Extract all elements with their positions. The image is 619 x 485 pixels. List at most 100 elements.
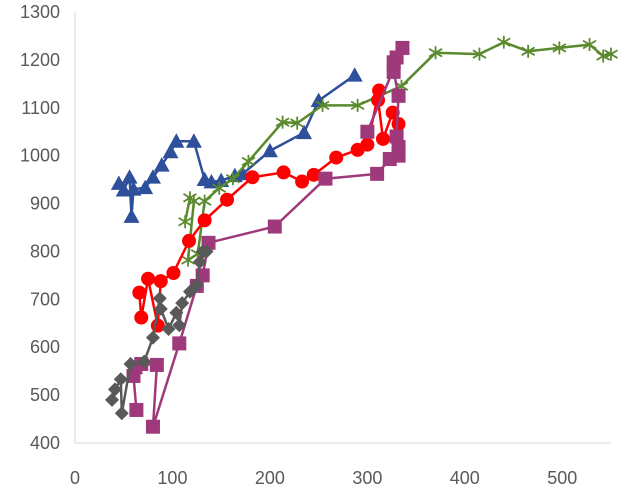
triangle-marker xyxy=(153,157,170,172)
x-tick-label: 200 xyxy=(255,468,285,485)
diamond-marker xyxy=(189,277,204,292)
circle-marker xyxy=(245,170,260,185)
square-marker xyxy=(267,219,282,234)
diamond-marker xyxy=(169,305,184,320)
diamond-marker xyxy=(152,291,167,306)
circle-marker xyxy=(375,131,390,146)
series-line xyxy=(138,89,400,327)
square-marker xyxy=(391,140,406,155)
triangle-marker xyxy=(168,133,185,148)
asterisk-marker xyxy=(596,49,611,63)
diamond-marker xyxy=(113,372,128,387)
asterisk-marker xyxy=(604,47,618,61)
asterisk-marker xyxy=(178,215,193,229)
chart-axes: 400 500 600 700 800 900 1000 1100 1200 1300 0 100 20… xyxy=(20,2,611,485)
x-tick-label: 100 xyxy=(157,468,187,485)
series-5 xyxy=(105,244,214,421)
diamond-marker xyxy=(172,318,187,333)
triangle-marker xyxy=(144,169,161,184)
asterisk-marker xyxy=(315,98,330,112)
triangle-marker xyxy=(137,179,154,195)
x-tick-label: 400 xyxy=(450,468,480,485)
series-3 xyxy=(132,83,406,333)
asterisk-marker xyxy=(521,44,536,58)
asterisk-marker xyxy=(241,154,256,168)
triangle-marker xyxy=(125,181,142,196)
y-tick-label: 600 xyxy=(30,337,60,357)
diamond-marker xyxy=(107,382,122,397)
y-tick-label: 700 xyxy=(30,289,60,309)
asterisk-stroke xyxy=(212,183,227,193)
asterisk-stroke xyxy=(186,196,201,206)
asterisk-marker xyxy=(350,98,365,112)
diamond-marker xyxy=(123,356,138,371)
y-tick-label: 800 xyxy=(30,241,60,261)
square-marker xyxy=(172,336,187,351)
circle-marker xyxy=(153,274,168,289)
asterisk-marker xyxy=(212,181,227,195)
circle-marker xyxy=(197,213,212,228)
triangle-marker xyxy=(162,143,179,159)
chart-series xyxy=(105,35,618,434)
diamond-marker xyxy=(114,406,129,421)
circle-marker xyxy=(329,150,344,165)
asterisk-stroke xyxy=(428,48,443,58)
x-tick-label: 0 xyxy=(70,468,80,485)
circle-marker xyxy=(150,318,165,333)
asterisk-stroke xyxy=(496,37,511,47)
y-tick-label: 900 xyxy=(30,194,60,214)
diamond-marker xyxy=(161,322,176,337)
triangle-marker xyxy=(185,133,202,148)
circle-marker xyxy=(385,105,400,120)
asterisk-marker xyxy=(428,46,443,60)
asterisk-stroke xyxy=(552,43,567,53)
diamond-marker xyxy=(145,330,160,345)
diamond-marker xyxy=(153,301,168,316)
asterisk-stroke xyxy=(290,118,305,128)
triangle-marker xyxy=(346,67,363,82)
circle-marker xyxy=(295,174,310,189)
asterisk-stroke xyxy=(241,156,256,167)
circle-marker xyxy=(134,310,149,325)
square-marker xyxy=(145,419,160,434)
asterisk-stroke xyxy=(521,46,536,56)
square-marker xyxy=(149,357,164,372)
square-marker xyxy=(395,40,410,55)
y-tick-label: 1000 xyxy=(20,146,60,166)
asterisk-marker xyxy=(275,115,290,129)
asterisk-stroke xyxy=(178,217,193,227)
x-tick-label: 500 xyxy=(547,468,577,485)
series-1 xyxy=(110,67,363,223)
diamond-marker xyxy=(175,296,190,311)
asterisk-marker xyxy=(552,41,567,55)
asterisk-marker xyxy=(186,194,201,208)
asterisk-marker xyxy=(197,194,212,208)
y-tick-label: 1300 xyxy=(20,2,60,22)
square-marker xyxy=(389,129,404,144)
circle-marker xyxy=(132,285,147,300)
circle-marker xyxy=(306,167,321,182)
y-tick-label: 1200 xyxy=(20,50,60,70)
square-marker xyxy=(318,171,333,186)
triangle-marker xyxy=(123,208,140,223)
asterisk-marker xyxy=(181,253,196,267)
asterisk-marker xyxy=(290,116,305,130)
diamond-marker xyxy=(192,254,207,269)
circle-marker xyxy=(220,192,235,207)
asterisk-stroke xyxy=(472,49,487,59)
circle-marker xyxy=(166,265,181,280)
asterisk-marker xyxy=(225,172,240,186)
circle-marker xyxy=(141,271,156,286)
triangle-marker xyxy=(296,124,313,140)
y-tick-label: 400 xyxy=(30,433,60,453)
diamond-marker xyxy=(137,354,152,369)
square-marker xyxy=(360,124,375,139)
y-tick-label: 1100 xyxy=(21,98,60,118)
circle-marker xyxy=(182,233,197,248)
triangle-marker xyxy=(121,169,138,184)
circle-marker xyxy=(391,117,406,132)
asterisk-stroke xyxy=(604,49,618,59)
series-4 xyxy=(126,40,410,434)
asterisk-stroke xyxy=(582,39,597,50)
